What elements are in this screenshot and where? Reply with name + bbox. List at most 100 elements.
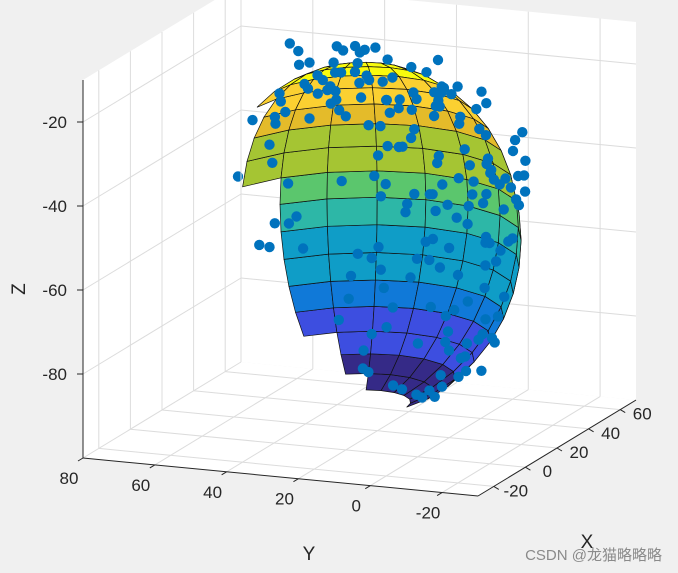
grid-line-y-floor [370,389,529,487]
scatter-point [382,54,393,65]
y-tick-label: 40 [203,483,222,502]
scatter-point [269,111,281,123]
scatter-point [460,351,471,362]
scatter-point [381,322,392,333]
scatter-point [393,141,405,153]
sphere-surface [242,61,522,408]
scatter-point [387,302,398,313]
scatter-point [312,88,323,99]
axis-line-y [82,457,479,497]
scatter-point [280,106,291,118]
scatter-point [380,178,391,190]
scatter-point [387,380,399,391]
scatter-point [333,314,344,326]
scatter-point [334,105,345,116]
y-tick-mark [293,478,299,483]
scatter-point [429,87,440,98]
scatter-point [274,88,285,99]
scatter-point [436,87,447,98]
x-tick-label: 40 [601,424,620,443]
scatter-point [402,198,413,210]
scatter-point [433,150,444,162]
scatter-point [428,110,440,122]
scatter-point [375,264,386,275]
grid-line-z-backy [82,277,242,375]
scatter-point [480,260,491,271]
scatter-point [421,67,432,78]
y-tick-mark [221,471,227,476]
scatter-point [375,191,387,202]
scatter-point [468,176,479,187]
scatter-point [282,178,294,189]
scatter-point [512,170,524,182]
scatter-point [481,98,492,109]
scatter-point [473,334,484,345]
scatter-point [517,127,528,138]
scatter-point [437,179,448,190]
scatter-point [486,332,498,344]
scatter-point [349,40,361,52]
scatter-point [375,120,386,132]
scatter-point [293,45,304,57]
scatter-point [463,200,474,212]
scatter-point [247,114,258,126]
scatter-point [366,252,377,264]
scatter-point [409,188,420,200]
x-tick-mark [556,447,563,452]
watermark: CSDN @龙猫略略略 [525,547,662,564]
scatter-point [406,61,417,73]
scatter-point [405,132,417,144]
scatter-point [275,96,286,107]
scatter-point [505,182,517,193]
scatter-point [507,145,519,157]
scatter-point [400,207,411,218]
scatter-point [372,150,384,161]
scatter-point [331,41,342,52]
scatter-point [507,233,518,244]
y-tick-mark [77,457,84,462]
scatter-point [366,328,377,340]
scatter-point [427,189,438,200]
scatter-point [449,304,460,316]
grid-line-z-backy [82,109,242,207]
scatter-point [467,189,478,200]
scatter-point [370,42,381,53]
scatter-point [411,253,423,264]
scatter-point [420,236,431,247]
scatter-point [464,160,475,171]
scatter-point [462,218,473,230]
scatter-point [460,365,472,377]
scatter-point [357,363,369,374]
scatter-point [297,243,309,254]
scatter-point [254,239,265,251]
scatter-point [495,245,506,256]
x-tick-label: -20 [504,481,529,500]
scatter-point [412,338,424,349]
scatter-point [381,94,392,106]
scatter-point [424,385,435,396]
x-axis-label: X [581,532,594,553]
scatter-point [331,94,342,105]
scatter-point [343,293,354,304]
sphere-patch [283,253,332,287]
sphere-patch [326,196,378,227]
scatter-point [443,345,455,356]
scatter-point [411,93,422,105]
grid-line-x-floor [161,409,558,449]
x-tick-mark [619,409,626,414]
scatter-point [477,198,489,209]
scatter-point [396,384,408,395]
scatter-point [442,326,454,337]
scatter-point [440,310,451,322]
grid-line-y-floor [154,368,314,466]
scatter-point [293,59,305,70]
y-tick-label: 60 [131,476,150,495]
axes-box [77,0,637,497]
scatter-point [498,204,509,215]
z-tick-label: -60 [42,281,67,300]
scatter-point [443,242,455,254]
scatter-point [354,77,365,89]
scatter-point [416,392,428,403]
scatter-point [352,58,363,69]
